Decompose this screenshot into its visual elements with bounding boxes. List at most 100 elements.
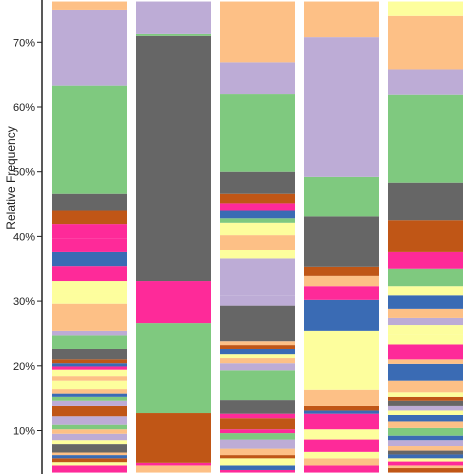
bar-5-segment-3 xyxy=(388,461,463,466)
bar-3-segment-20 xyxy=(220,295,295,306)
bar-1-segment-14 xyxy=(52,396,127,401)
bar-5-segment-9 xyxy=(388,435,463,441)
bar-3-segment-30 xyxy=(220,94,295,172)
bar-1-segment-4 xyxy=(52,455,127,459)
bar-3-segment-25 xyxy=(220,218,295,223)
bar-1-segment-6 xyxy=(52,444,127,453)
bar-1-segment-24 xyxy=(52,335,127,349)
bar-5-segment-31 xyxy=(388,182,463,221)
y-tick-label: 20% xyxy=(13,361,35,373)
bar-4-segment-18 xyxy=(304,1,379,38)
bar-4 xyxy=(304,1,379,473)
bar-3-segment-3 xyxy=(220,458,295,466)
bar-3-segment-22 xyxy=(220,249,295,259)
bar-5-segment-33 xyxy=(388,69,463,95)
bar-2-segment-8 xyxy=(136,1,211,34)
bar-5-segment-24 xyxy=(388,317,463,326)
bar-1-segment-5 xyxy=(52,452,127,456)
bar-5-segment-28 xyxy=(388,268,463,287)
bar-1-segment-13 xyxy=(52,400,127,406)
bar-3-segment-2 xyxy=(220,465,295,470)
bar-2 xyxy=(136,1,211,473)
bar-2-segment-6 xyxy=(136,35,211,282)
bar-1-segment-9 xyxy=(52,429,127,434)
bar-1-segment-27 xyxy=(52,293,127,304)
bar-5-segment-13 xyxy=(388,410,463,415)
y-tick-label: 70% xyxy=(13,37,35,49)
bar-4-segment-7 xyxy=(304,410,379,414)
bar-4-segment-14 xyxy=(304,266,379,276)
bar-5-segment-18 xyxy=(388,380,463,393)
bar-5-segment-32 xyxy=(388,94,463,183)
bar-5-segment-11 xyxy=(388,421,463,428)
bar-1-segment-36 xyxy=(52,9,127,86)
bar-5-segment-8 xyxy=(388,440,463,447)
bar-2-segment-5 xyxy=(136,281,211,324)
bar-1-segment-22 xyxy=(52,359,127,364)
bar-1-segment-32 xyxy=(52,224,127,239)
bar-3-segment-17 xyxy=(220,345,295,349)
bar-1-segment-12 xyxy=(52,405,127,417)
bar-5-segment-29 xyxy=(388,251,463,269)
y-tick-label: 40% xyxy=(13,231,35,243)
bar-4-segment-17 xyxy=(304,37,379,177)
bar-3-segment-10 xyxy=(220,413,295,419)
bar-1-segment-3 xyxy=(52,458,127,463)
bar-5-segment-1 xyxy=(388,468,463,473)
bar-5-segment-2 xyxy=(388,465,463,469)
bar-5-segment-12 xyxy=(388,414,463,422)
bar-1-segment-10 xyxy=(52,424,127,430)
bar-1-segment-29 xyxy=(52,266,127,282)
bar-3-segment-16 xyxy=(220,348,295,355)
bar-3-segment-19 xyxy=(220,305,295,342)
bar-1-segment-34 xyxy=(52,193,127,211)
bar-5-segment-35 xyxy=(388,1,463,16)
y-tick-label: 50% xyxy=(13,167,35,179)
bar-3-segment-14 xyxy=(220,358,295,364)
bar-5-segment-14 xyxy=(388,405,463,411)
bar-1-segment-15 xyxy=(52,393,127,397)
bar-2-segment-3 xyxy=(136,413,211,463)
bar-1-segment-17 xyxy=(52,380,127,390)
bar-3-segment-11 xyxy=(220,400,295,414)
bar-4-segment-1 xyxy=(304,465,379,473)
bar-3-segment-15 xyxy=(220,354,295,359)
bar-5-segment-10 xyxy=(388,427,463,436)
bar-1 xyxy=(52,1,127,473)
y-tick-label: 10% xyxy=(13,426,35,438)
bar-4-segment-16 xyxy=(304,176,379,217)
bar-1-segment-28 xyxy=(52,281,127,294)
bar-1-segment-18 xyxy=(52,376,127,381)
bar-4-segment-12 xyxy=(304,286,379,300)
bar-3-segment-4 xyxy=(220,455,295,459)
bar-1-segment-7 xyxy=(52,440,127,445)
bar-3-segment-28 xyxy=(220,193,295,204)
bar-3-segment-31 xyxy=(220,62,295,95)
bar-1-segment-16 xyxy=(52,389,127,394)
bar-3-segment-12 xyxy=(220,370,295,401)
bar-3-segment-29 xyxy=(220,171,295,194)
bar-3-segment-1 xyxy=(220,469,295,473)
bar-5-segment-17 xyxy=(388,392,463,397)
bar-1-segment-11 xyxy=(52,416,127,425)
bar-3-segment-32 xyxy=(220,1,295,63)
bar-4-segment-15 xyxy=(304,216,379,267)
bar-1-segment-31 xyxy=(52,238,127,252)
bar-4-segment-4 xyxy=(304,439,379,452)
bar-5-segment-26 xyxy=(388,295,463,309)
bar-1-segment-25 xyxy=(52,330,127,336)
bar-1-segment-35 xyxy=(52,85,127,194)
bar-1-segment-23 xyxy=(52,348,127,360)
bar-5-segment-19 xyxy=(388,363,463,381)
bar-3-segment-18 xyxy=(220,341,295,346)
bar-5-segment-27 xyxy=(388,286,463,296)
bar-5-segment-23 xyxy=(388,325,463,335)
bar-5-segment-7 xyxy=(388,446,463,451)
bar-1-segment-21 xyxy=(52,363,127,367)
y-axis-title: Relative Frequency xyxy=(4,126,18,229)
bar-1-segment-26 xyxy=(52,303,127,331)
bar-5-segment-5 xyxy=(388,454,463,459)
bar-1-segment-8 xyxy=(52,433,127,441)
bars-layer xyxy=(52,1,463,473)
